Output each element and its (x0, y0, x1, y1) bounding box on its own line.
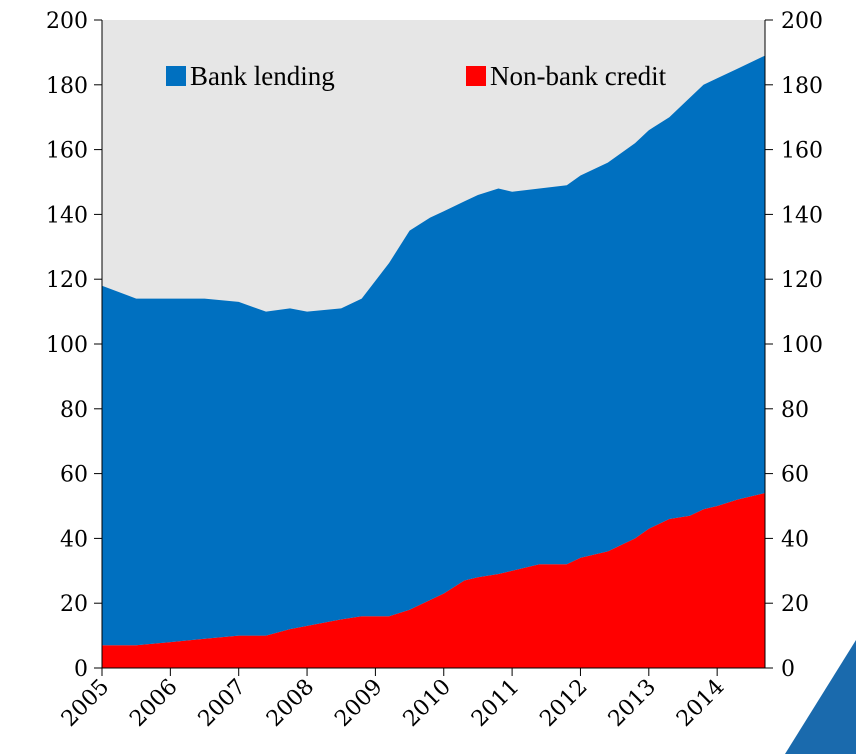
y-tick-label-right: 160 (781, 139, 823, 164)
y-tick-label-right: 0 (781, 657, 795, 682)
y-tick-label-left: 80 (60, 398, 88, 423)
x-tick-label: 2012 (535, 675, 592, 732)
y-tick-label-right: 120 (781, 268, 823, 293)
y-tick-label-left: 20 (60, 592, 88, 617)
legend-label-non-bank-credit: Non-bank credit (490, 61, 667, 91)
y-tick-label-right: 80 (781, 398, 809, 423)
y-tick-label-left: 200 (46, 9, 88, 34)
y-tick-label-right: 140 (781, 203, 823, 228)
x-tick-label: 2006 (125, 675, 182, 732)
legend-swatch-bank-lending (166, 66, 186, 86)
x-tick-label: 2005 (57, 675, 114, 732)
area-non-bank-credit (102, 493, 765, 668)
y-tick-label-right: 60 (781, 463, 809, 488)
y-tick-label-right: 200 (781, 9, 823, 34)
y-tick-label-left: 140 (46, 203, 88, 228)
x-tick-label: 2008 (262, 675, 319, 732)
x-tick-label: 2009 (330, 675, 387, 732)
legend-swatch-non-bank-credit (466, 66, 486, 86)
chart-areas (102, 55, 765, 668)
y-tick-label-right: 180 (781, 74, 823, 99)
y-tick-label-left: 40 (60, 527, 88, 552)
y-tick-label-left: 180 (46, 74, 88, 99)
y-tick-label-right: 40 (781, 527, 809, 552)
legend-label-bank-lending: Bank lending (190, 61, 335, 91)
y-tick-label-right: 100 (781, 333, 823, 358)
y-tick-label-left: 160 (46, 139, 88, 164)
y-tick-label-left: 100 (46, 333, 88, 358)
x-tick-label: 2007 (194, 675, 251, 732)
x-tick-label: 2014 (672, 675, 729, 732)
x-tick-label: 2010 (399, 675, 456, 732)
y-tick-label-right: 20 (781, 592, 809, 617)
y-tick-label-left: 0 (74, 657, 88, 682)
y-tick-label-left: 60 (60, 463, 88, 488)
chart-legend: Bank lending Non-bank credit (166, 61, 667, 91)
area-bank-lending (102, 55, 765, 646)
x-tick-label: 2011 (467, 675, 524, 732)
corner-accent-shape (785, 640, 856, 754)
y-tick-label-left: 120 (46, 268, 88, 293)
x-tick-label: 2013 (604, 675, 661, 732)
